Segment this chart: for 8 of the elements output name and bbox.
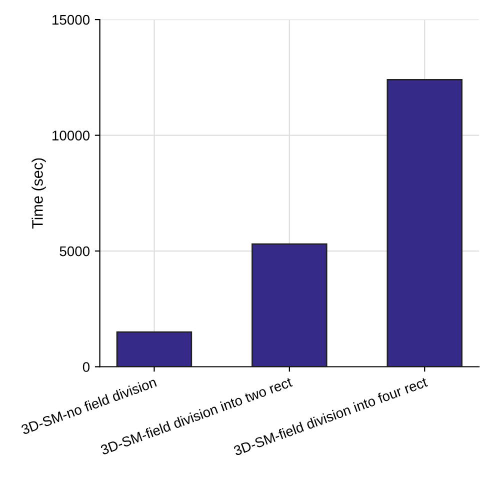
y-tick-label: 15000: [52, 14, 90, 25]
bar: [252, 243, 328, 367]
bar: [116, 331, 192, 367]
y-axis-title: Time (sec): [32, 158, 46, 229]
y-tick-label: 5000: [60, 246, 90, 256]
bar: [386, 79, 462, 367]
y-tick-label: 0: [82, 362, 90, 372]
y-tick-label: 10000: [52, 130, 90, 140]
